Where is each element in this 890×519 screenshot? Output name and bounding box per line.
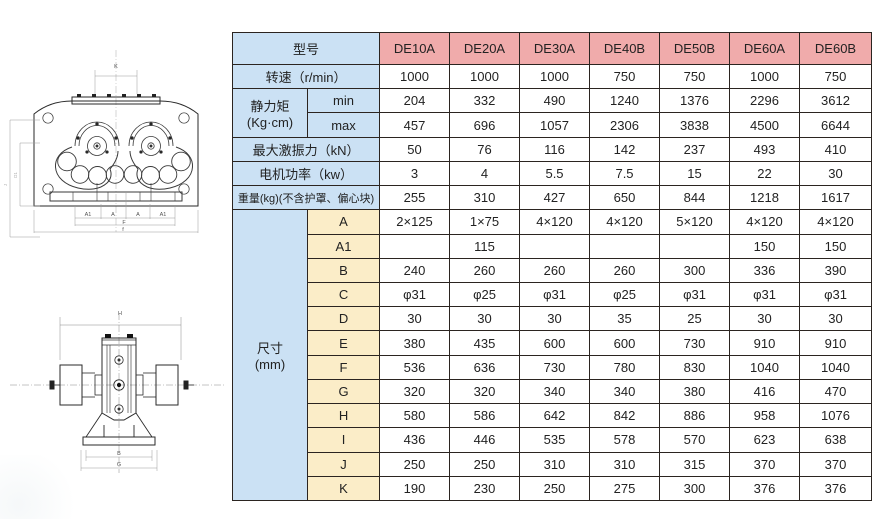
svg-text:B: B xyxy=(117,451,121,457)
svg-text:K: K xyxy=(114,64,118,70)
svg-text:A: A xyxy=(136,212,140,218)
svg-text:D1: D1 xyxy=(13,172,18,178)
svg-text:G: G xyxy=(117,462,121,468)
svg-text:A: A xyxy=(111,212,115,218)
svg-text:A1: A1 xyxy=(85,212,92,218)
svg-text:A1: A1 xyxy=(160,212,167,218)
svg-text:J: J xyxy=(3,184,8,186)
svg-text:H: H xyxy=(118,311,122,317)
